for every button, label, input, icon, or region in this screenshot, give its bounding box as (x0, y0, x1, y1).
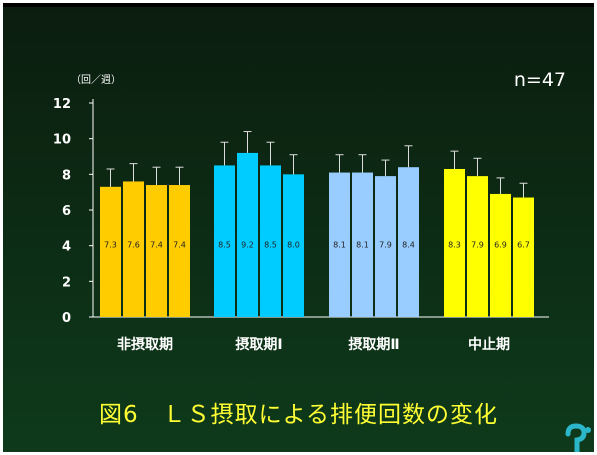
y-axis-unit-label: （回／週） (71, 74, 121, 86)
category-label: 非摂取期 (117, 336, 173, 353)
bar-value-label: 7.4 (150, 241, 163, 250)
bar-value-label: 8.5 (264, 241, 277, 250)
bar (237, 152, 258, 317)
bar-value-label: 8.5 (218, 241, 231, 250)
sample-size-label: n=47 (513, 69, 566, 91)
bar-value-label: 7.4 (173, 241, 186, 250)
y-tick-label: 10 (53, 133, 71, 148)
bar-value-label: 6.7 (517, 241, 530, 250)
category-label: 摂取期Ⅱ (348, 336, 399, 353)
bar (513, 197, 534, 317)
bar (100, 186, 121, 317)
bar (283, 174, 304, 317)
y-tick-label: 4 (62, 240, 71, 255)
bar-value-label: 7.6 (127, 241, 140, 250)
bar-value-label: 8.3 (448, 241, 461, 250)
figure-caption: 図6 ＬＳ摂取による排便回数の変化 (99, 402, 498, 428)
bar-value-label: 8.4 (402, 241, 415, 250)
y-tick-label: 8 (62, 168, 71, 183)
bar (444, 168, 465, 317)
slide: （回／週） 0 2 4 6 8 10 12 7.3 7.6 7.4 7.4 非摂取期 8.5 9.2 8.5 8… (3, 3, 594, 452)
bar (375, 176, 396, 317)
category-label: 摂取期Ⅰ (235, 336, 282, 353)
category-label: 中止期 (468, 336, 510, 353)
y-tick-label: 0 (62, 311, 71, 326)
y-tick-label: 12 (53, 97, 71, 112)
bar-value-label: 7.9 (471, 241, 484, 250)
bar (214, 165, 235, 317)
bar (260, 165, 281, 317)
bar-value-label: 7.3 (104, 241, 117, 250)
logo-icon (565, 423, 591, 452)
y-tick-label: 6 (62, 204, 71, 219)
bar (398, 167, 419, 317)
bar (146, 185, 167, 317)
y-tick-label: 2 (62, 275, 71, 290)
bar-value-label: 6.9 (494, 241, 507, 250)
bar (123, 181, 144, 317)
bar (329, 172, 350, 317)
bar-chart: （回／週） 0 2 4 6 8 10 12 7.3 7.6 7.4 7.4 非摂取期 8.5 9.2 8.5 8… (53, 74, 549, 353)
bar (467, 176, 488, 317)
bar (169, 185, 190, 317)
bar (490, 193, 511, 317)
bar-value-label: 7.9 (379, 241, 392, 250)
bar-value-label: 8.0 (287, 241, 300, 250)
bar-value-label: 8.1 (333, 241, 346, 250)
bar-value-label: 8.1 (356, 241, 369, 250)
bar-value-label: 9.2 (241, 241, 254, 250)
bar (352, 172, 373, 317)
